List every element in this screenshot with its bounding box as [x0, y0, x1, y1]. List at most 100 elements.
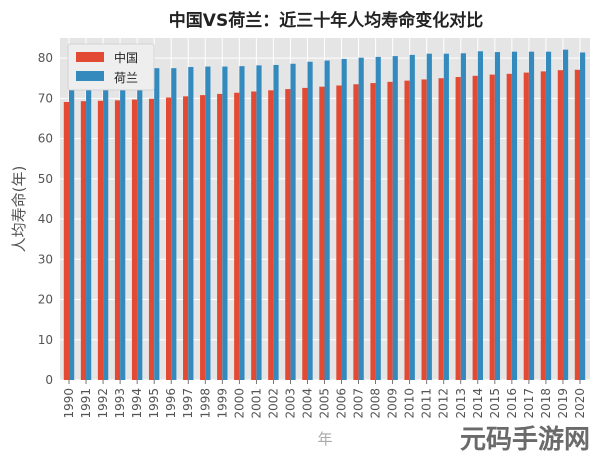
- legend-label-china: 中国: [114, 50, 138, 65]
- y-axis-label: 人均寿命(年): [10, 166, 28, 253]
- bar-netherlands-2010: [409, 54, 415, 380]
- bar-netherlands-2004: [307, 61, 313, 380]
- y-tick-label: 30: [38, 252, 53, 266]
- x-tick-label: 1992: [96, 388, 110, 419]
- bar-china-2001: [251, 91, 257, 380]
- bar-netherlands-1992: [103, 69, 109, 380]
- y-tick-label: 40: [38, 212, 53, 226]
- bar-netherlands-2014: [477, 51, 483, 380]
- bar-china-2012: [438, 78, 444, 380]
- bar-china-1990: [63, 101, 69, 380]
- bar-netherlands-2001: [256, 65, 262, 381]
- x-tick-label: 2010: [403, 388, 417, 419]
- bar-netherlands-2008: [375, 56, 381, 381]
- bar-china-2009: [387, 81, 393, 380]
- bar-china-2019: [557, 70, 563, 380]
- y-tick-label: 20: [38, 293, 53, 307]
- x-tick-label: 2009: [386, 388, 400, 419]
- bar-netherlands-2007: [358, 57, 364, 380]
- bar-netherlands-2016: [511, 51, 518, 381]
- x-tick-label: 1997: [181, 388, 195, 419]
- bar-netherlands-1994: [137, 68, 143, 380]
- bar-china-2016: [506, 73, 512, 380]
- x-tick-label: 2004: [300, 388, 314, 419]
- x-tick-label: 2005: [318, 388, 332, 419]
- y-tick-label: 70: [38, 91, 53, 105]
- bar-china-1997: [183, 96, 189, 380]
- bar-netherlands-1998: [205, 66, 211, 380]
- x-tick-label: 1991: [79, 388, 93, 419]
- bar-netherlands-2011: [426, 53, 432, 380]
- bar-china-2013: [455, 77, 461, 381]
- y-tick-label: 0: [45, 373, 53, 387]
- bar-netherlands-1995: [154, 68, 160, 381]
- bar-china-2008: [370, 83, 376, 380]
- bar-china-2002: [268, 90, 274, 381]
- x-tick-label: 1994: [130, 388, 144, 419]
- x-tick-label: 2011: [420, 388, 434, 419]
- bar-netherlands-1993: [120, 69, 126, 380]
- x-tick-label: 2018: [539, 388, 553, 419]
- x-tick-label: 2006: [335, 388, 349, 419]
- y-tick-label: 50: [38, 172, 53, 186]
- x-tick-label: 2020: [573, 388, 587, 419]
- x-tick-label: 2000: [232, 388, 246, 419]
- y-tick-label: 80: [38, 51, 53, 65]
- x-tick-label: 2001: [249, 388, 263, 419]
- bar-china-1995: [148, 98, 155, 380]
- x-tick-label: 2016: [505, 388, 519, 419]
- legend-box: [67, 43, 155, 91]
- x-tick-label: 2014: [471, 388, 485, 419]
- bar-china-2000: [234, 92, 240, 380]
- x-tick-label: 1990: [62, 388, 76, 419]
- y-tick-label: 10: [38, 333, 53, 347]
- bar-china-1996: [166, 97, 172, 381]
- bar-china-1994: [131, 99, 138, 380]
- legend-swatch-netherlands: [76, 71, 104, 81]
- x-axis-ticks: 1990 1991 1992 1993 1994 1995 1996 1997 1998 1999…: [62, 380, 587, 419]
- bar-netherlands-2020: [580, 52, 586, 380]
- bar-china-1991: [80, 101, 87, 381]
- x-tick-label: 2013: [454, 388, 468, 419]
- bar-china-2015: [489, 74, 495, 380]
- bar-china-2006: [336, 85, 342, 380]
- bar-china-1998: [200, 95, 206, 380]
- x-tick-label: 2015: [488, 388, 502, 419]
- x-tick-label: 2012: [437, 388, 451, 419]
- x-tick-label: 1996: [164, 388, 178, 419]
- bar-netherlands-2015: [494, 52, 501, 381]
- bar-netherlands-2006: [341, 58, 347, 380]
- x-tick-label: 1998: [198, 388, 212, 419]
- bar-netherlands-2003: [290, 63, 296, 381]
- bar-china-1999: [217, 93, 223, 380]
- legend-label-netherlands: 荷兰: [114, 71, 138, 85]
- bar-china-2014: [472, 75, 478, 381]
- bar-china-2003: [285, 89, 291, 381]
- watermark: 元码手游网: [460, 425, 590, 455]
- bar-netherlands-2019: [562, 49, 569, 380]
- bar-netherlands-2012: [443, 53, 449, 380]
- x-axis-label: 年: [317, 430, 332, 448]
- x-tick-label: 1995: [147, 388, 161, 419]
- bar-china-2018: [540, 71, 546, 380]
- chart-title: 中国VS荷兰：近三十年人均寿命变化对比: [169, 10, 483, 31]
- x-tick-label: 2008: [369, 388, 383, 419]
- x-tick-label: 2002: [266, 388, 280, 419]
- bar-china-1992: [97, 100, 104, 380]
- x-tick-label: 2003: [283, 388, 297, 419]
- bar-netherlands-1991: [86, 70, 92, 380]
- y-tick-label: 60: [38, 132, 53, 146]
- bar-china-2020: [574, 69, 580, 380]
- bar-netherlands-1997: [188, 66, 194, 380]
- bar-netherlands-2002: [273, 64, 279, 381]
- y-axis-ticks: 0 10 20 30 40 50 60 70 80: [38, 51, 53, 387]
- bar-china-2017: [523, 72, 529, 380]
- bar-china-1993: [114, 100, 121, 380]
- x-tick-label: 1993: [113, 388, 127, 419]
- bar-netherlands-2017: [528, 51, 535, 381]
- x-tick-label: 2017: [522, 388, 536, 419]
- legend-swatch-china: [76, 52, 104, 62]
- bar-netherlands-2005: [324, 60, 330, 380]
- x-tick-label: 2007: [352, 388, 366, 419]
- bar-china-2011: [421, 79, 427, 380]
